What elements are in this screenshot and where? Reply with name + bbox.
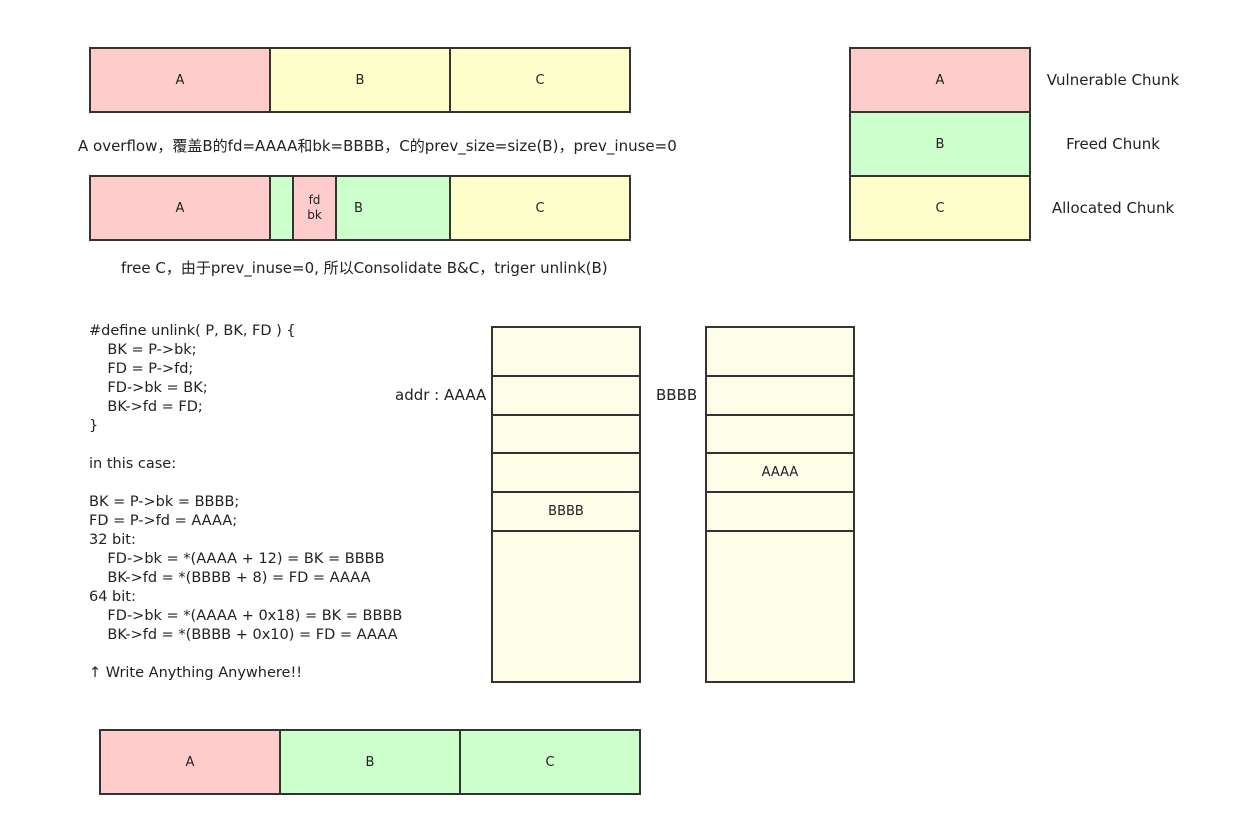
row1-chunk-b-label: B [355,72,365,88]
code-line: in this case: [89,456,177,472]
row1-chunk-a: A [89,47,271,113]
legend-swatch-freed-letter: B [935,136,945,152]
memory2-cell-fd-value: AAAA [761,465,799,480]
code-line: #define unlink( P, BK, FD ) { [89,323,296,339]
code-line: FD->bk = *(AAAA + 0x18) = BK = BBBB [89,608,403,624]
code-line: ↑ Write Anything Anywhere!! [89,665,303,681]
legend-swatch-allocated: C [849,175,1031,241]
row1-chunk-c: C [449,47,631,113]
row3-chunk-a: A [99,729,281,795]
legend-swatch-vulnerable-letter: A [935,72,945,88]
memory2-cell [705,326,855,377]
memory2-cell [705,491,855,532]
legend-swatch-vulnerable: A [849,47,1031,113]
row1-chunk-a-label: A [175,72,185,88]
memory1-address-label: addr : AAAA [395,386,487,404]
legend-label-freed: Freed Chunk [1066,135,1160,153]
code-line: BK->fd = FD; [89,399,203,415]
memory1-cell-bk-value: BBBB [548,504,584,519]
code-line [89,474,402,493]
row2-chunk-b: B [335,175,451,241]
memory1-cell [491,530,641,683]
caption-overflow: A overflow，覆盖B的fd=AAAA和bk=BBBB，C的prev_si… [78,137,677,155]
code-line: FD = P->fd = AAAA; [89,513,238,529]
memory1-cell [491,414,641,454]
legend-swatch-allocated-letter: C [935,200,945,216]
legend-label-vulnerable: Vulnerable Chunk [1046,71,1180,89]
row3-chunk-b: B [279,729,461,795]
unlink-code-block: #define unlink( P, BK, FD ) { BK = P->bk… [89,322,402,683]
row3-chunk-c-label: C [545,754,555,770]
caption-free: free C，由于prev_inuse=0, 所以Consolidate B&C… [121,259,608,277]
row2-chunk-a: A [89,175,271,241]
memory1-cell [491,452,641,493]
code-line: BK = P->bk; [89,342,197,358]
row3-chunk-a-label: A [185,754,195,770]
memory1-cell [491,375,641,416]
memory2-cell-fd: AAAA [705,452,855,493]
code-line: 32 bit: [89,532,136,548]
memory2-address-label: BBBB [656,386,698,404]
legend-swatch-freed: B [849,111,1031,177]
row2-bk-label: bk [307,208,322,222]
row2-fd-label: fd [308,193,321,207]
row2-chunk-a-label: A [175,200,185,216]
code-line: FD = P->fd; [89,361,194,377]
code-line: BK = P->bk = BBBB; [89,494,240,510]
row2-chunk-b-header [269,175,294,241]
code-line: } [89,418,99,434]
row1-chunk-b: B [269,47,451,113]
row2-chunk-c-label: C [535,200,545,216]
row2-fake-fd-bk: fd bk [292,175,337,241]
row3-chunk-b-label: B [365,754,375,770]
code-line: BK->fd = *(BBBB + 0x10) = FD = AAAA [89,627,398,643]
code-line: 64 bit: [89,589,136,605]
code-line: FD->bk = BK; [89,380,208,396]
code-line [89,645,402,664]
legend-label-allocated: Allocated Chunk [1051,199,1175,217]
code-line [89,436,402,455]
memory2-cell [705,375,855,416]
memory2-cell [705,414,855,454]
code-line: BK->fd = *(BBBB + 8) = FD = AAAA [89,570,371,586]
memory1-cell [491,326,641,377]
row2-chunk-b-label: B [354,200,363,216]
memory2-cell [705,530,855,683]
code-line: FD->bk = *(AAAA + 12) = BK = BBBB [89,551,385,567]
row2-chunk-c: C [449,175,631,241]
row1-chunk-c-label: C [535,72,545,88]
row3-chunk-c: C [459,729,641,795]
memory1-cell-bk: BBBB [491,491,641,532]
